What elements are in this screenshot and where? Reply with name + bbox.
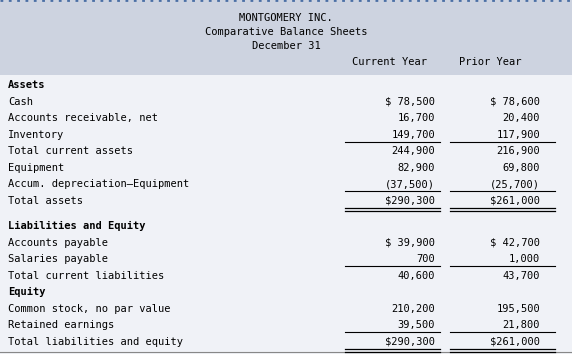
Text: $261,000: $261,000 (490, 196, 540, 206)
Text: (25,700): (25,700) (490, 179, 540, 189)
Text: $290,300: $290,300 (385, 337, 435, 347)
Bar (0, 0, 572, 75)
Text: December 31: December 31 (252, 41, 320, 51)
Text: (37,500): (37,500) (385, 179, 435, 189)
Text: Accounts receivable, net: Accounts receivable, net (8, 113, 158, 123)
Text: Assets: Assets (8, 80, 46, 90)
Text: Liabilities and Equity: Liabilities and Equity (8, 221, 145, 232)
Text: 195,500: 195,500 (496, 304, 540, 314)
Text: 210,200: 210,200 (391, 304, 435, 314)
Text: Total current liabilities: Total current liabilities (8, 271, 164, 281)
Text: 244,900: 244,900 (391, 146, 435, 156)
Text: Total assets: Total assets (8, 196, 83, 206)
Text: 40,600: 40,600 (398, 271, 435, 281)
Text: Equity: Equity (8, 287, 46, 297)
Text: 21,800: 21,800 (502, 320, 540, 330)
Text: 149,700: 149,700 (391, 130, 435, 140)
Text: Equipment: Equipment (8, 163, 64, 173)
Text: 216,900: 216,900 (496, 146, 540, 156)
Text: $ 78,500: $ 78,500 (385, 97, 435, 107)
Text: Accounts payable: Accounts payable (8, 238, 108, 248)
Text: 69,800: 69,800 (502, 163, 540, 173)
Text: Common stock, no par value: Common stock, no par value (8, 304, 170, 314)
Text: 20,400: 20,400 (502, 113, 540, 123)
Text: $261,000: $261,000 (490, 337, 540, 347)
Text: Comparative Balance Sheets: Comparative Balance Sheets (205, 27, 367, 37)
Text: Prior Year: Prior Year (459, 57, 521, 67)
Text: Salaries payable: Salaries payable (8, 254, 108, 264)
Text: $ 39,900: $ 39,900 (385, 238, 435, 248)
Text: 1,000: 1,000 (509, 254, 540, 264)
Text: $ 42,700: $ 42,700 (490, 238, 540, 248)
Text: $290,300: $290,300 (385, 196, 435, 206)
Text: 43,700: 43,700 (502, 271, 540, 281)
Text: Inventory: Inventory (8, 130, 64, 140)
Text: Current Year: Current Year (352, 57, 427, 67)
Text: MONTGOMERY INC.: MONTGOMERY INC. (239, 13, 333, 23)
Text: 117,900: 117,900 (496, 130, 540, 140)
Text: Total current assets: Total current assets (8, 146, 133, 156)
Text: 82,900: 82,900 (398, 163, 435, 173)
Text: Accum. depreciation–Equipment: Accum. depreciation–Equipment (8, 179, 189, 189)
Text: $ 78,600: $ 78,600 (490, 97, 540, 107)
Text: Total liabilities and equity: Total liabilities and equity (8, 337, 183, 347)
Text: 39,500: 39,500 (398, 320, 435, 330)
Text: 16,700: 16,700 (398, 113, 435, 123)
Text: Cash: Cash (8, 97, 33, 107)
Text: 700: 700 (416, 254, 435, 264)
Text: Retained earnings: Retained earnings (8, 320, 114, 330)
